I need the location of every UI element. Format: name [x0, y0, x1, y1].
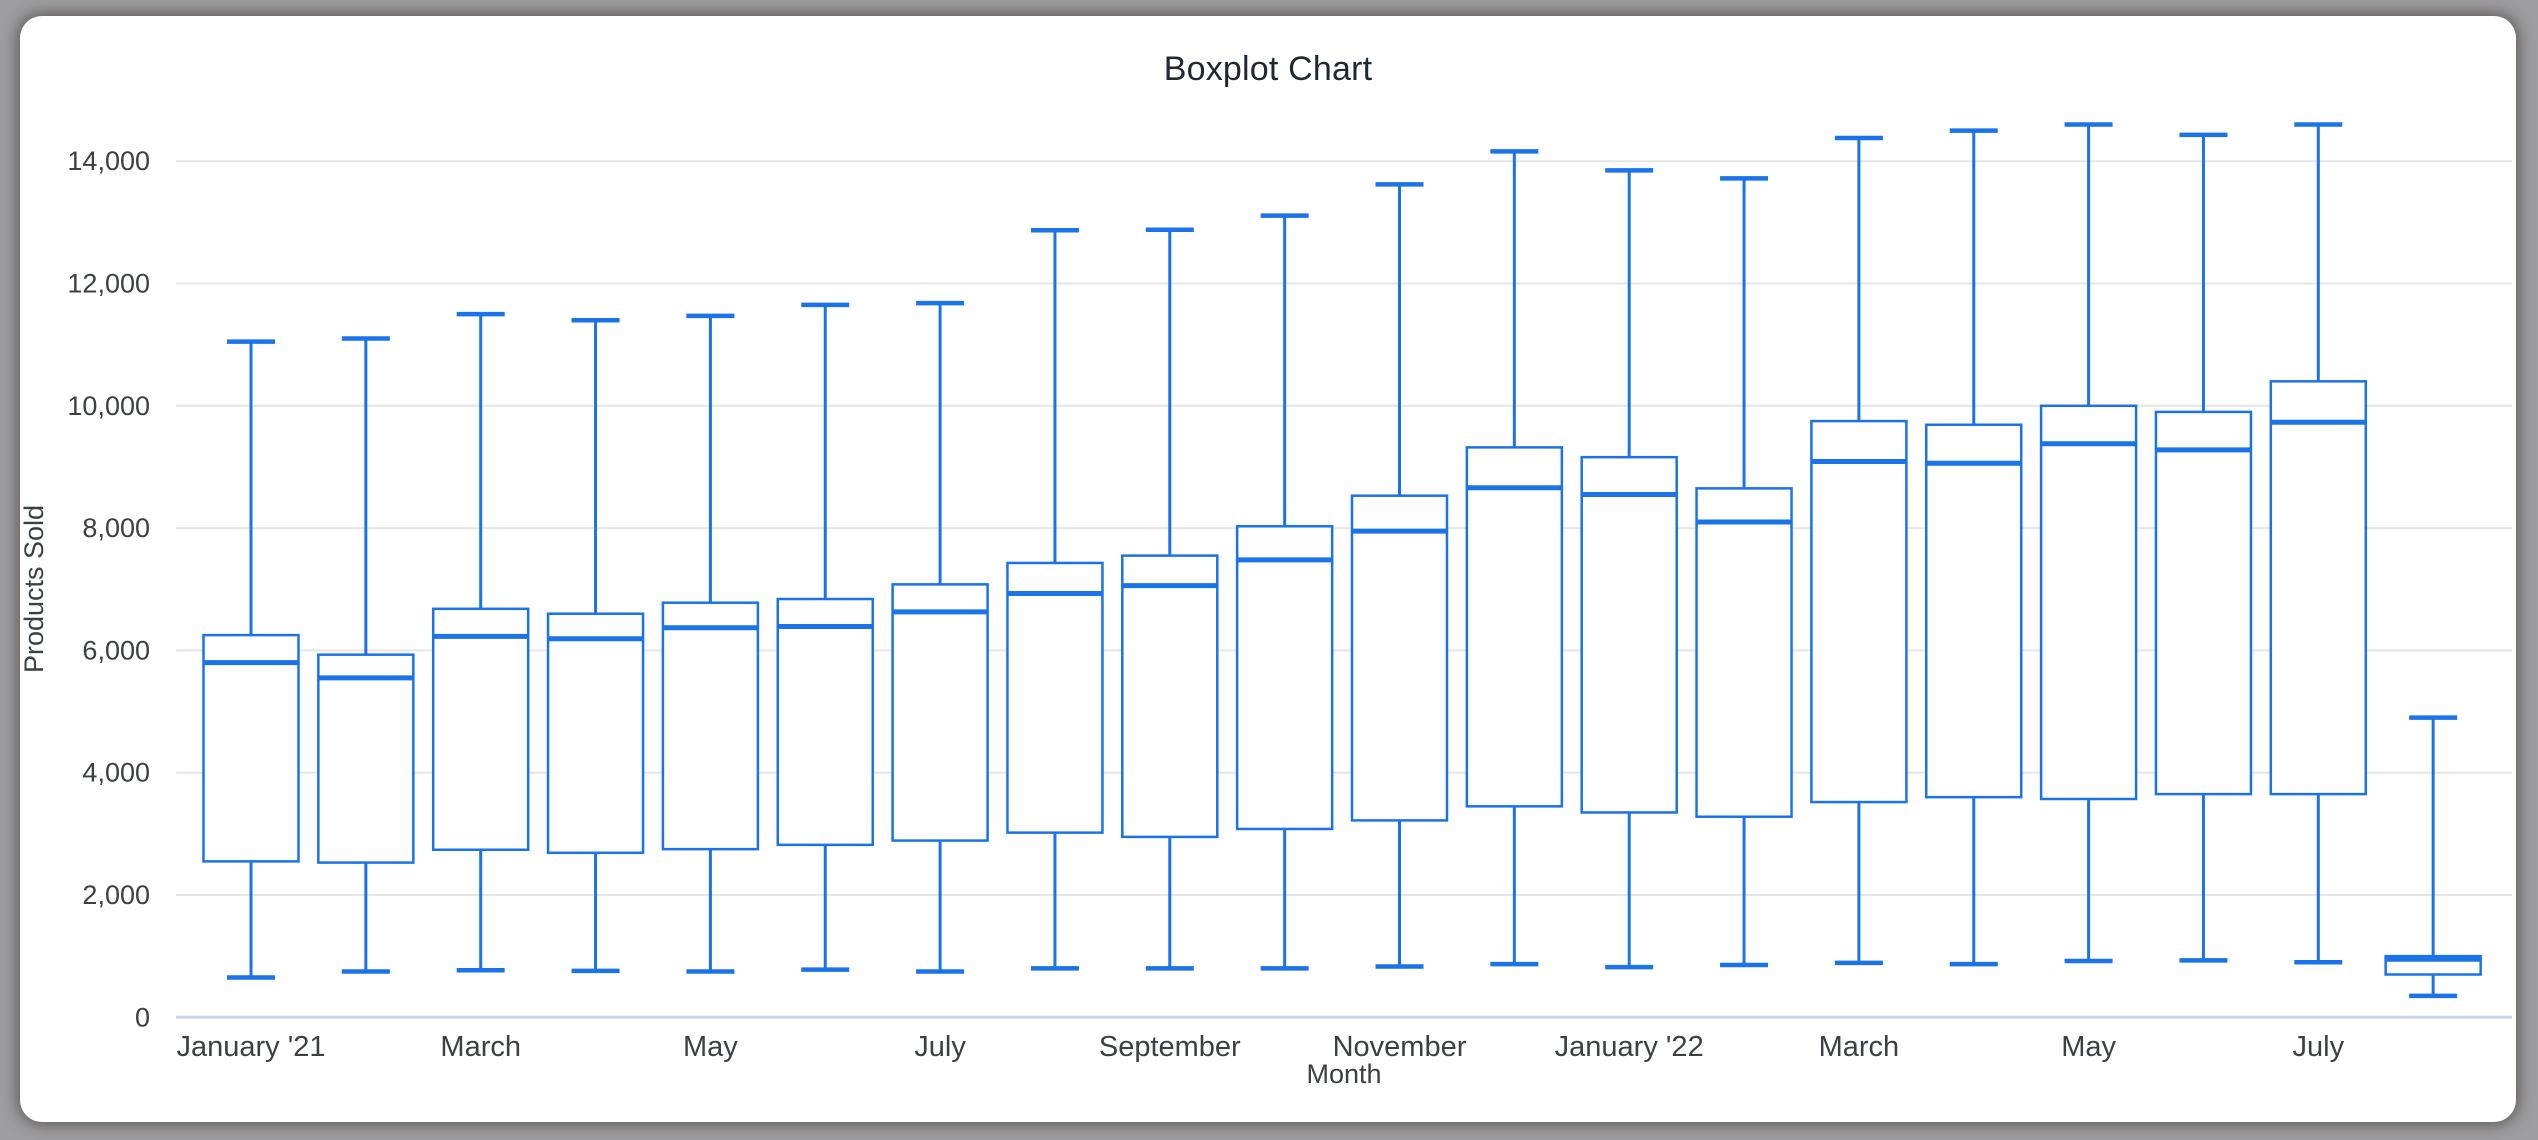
boxplot-may-22[interactable]	[2039, 122, 2138, 964]
y-tick-label: 8,000	[82, 513, 150, 543]
boxplot-june-22[interactable]	[2154, 132, 2253, 963]
chart-title: Boxplot Chart	[1163, 50, 1373, 88]
x-tick-label: September	[1099, 1031, 1241, 1063]
boxplot-march-22[interactable]	[1810, 135, 1908, 966]
y-tick-label: 14,000	[67, 146, 150, 176]
boxplot-november-21[interactable]	[1350, 182, 1449, 969]
x-tick-label: May	[2061, 1031, 2116, 1063]
iqr-box	[546, 612, 645, 855]
y-tick-label: 2,000	[82, 880, 150, 910]
x-tick-label: May	[683, 1031, 738, 1063]
x-tick-label: July	[2293, 1031, 2345, 1063]
y-tick-label: 4,000	[82, 758, 150, 788]
boxplot-july-22[interactable]	[2269, 122, 2368, 965]
x-tick-label: November	[1333, 1031, 1467, 1063]
iqr-box	[1350, 494, 1449, 822]
x-tick-label: January '21	[176, 1031, 325, 1063]
boxplot-october-21[interactable]	[1235, 213, 1334, 971]
iqr-box	[1235, 525, 1334, 831]
iqr-box	[1925, 423, 2023, 799]
iqr-box	[431, 607, 530, 851]
boxplot-june-21[interactable]	[776, 302, 874, 972]
y-tick-label: 10,000	[67, 391, 150, 421]
iqr-box	[1810, 419, 1908, 804]
iqr-box	[2039, 404, 2138, 801]
x-axis-title: Month	[1306, 1059, 1381, 1089]
chart-card: Boxplot Chart 0 2,000 4,000 6,000 8,000 10,00…	[20, 16, 2516, 1122]
iqr-box	[1006, 561, 1104, 834]
boxplot-april-22[interactable]	[1925, 128, 2023, 967]
iqr-box	[202, 633, 300, 863]
boxplot-february-22[interactable]	[1695, 176, 1793, 968]
x-tick-label: January '22	[1555, 1031, 1704, 1063]
boxplot-august-21[interactable]	[1006, 228, 1104, 971]
boxplot-january-21[interactable]	[202, 339, 300, 980]
boxplot-august-22[interactable]	[2384, 715, 2482, 999]
boxplot-may-21[interactable]	[661, 313, 760, 974]
y-tick-label: 12,000	[67, 269, 150, 299]
boxplot-july-21[interactable]	[891, 300, 989, 974]
iqr-box	[1580, 455, 1678, 814]
boxplot-chart: 0 2,000 4,000 6,000 8,000 10,000 12,000 14,000 J…	[20, 122, 2512, 1089]
iqr-box	[661, 601, 760, 851]
iqr-box	[2154, 410, 2253, 796]
iqr-box	[317, 653, 415, 864]
iqr-box	[776, 597, 874, 847]
boxplot-january-22[interactable]	[1580, 168, 1678, 970]
iqr-box	[891, 583, 989, 842]
boxplot-april-21[interactable]	[546, 317, 645, 974]
x-tick-label: July	[914, 1031, 966, 1063]
boxplot-march-21[interactable]	[431, 311, 530, 973]
boxplot-february-21[interactable]	[317, 336, 415, 974]
y-tick-label: 0	[135, 1002, 150, 1032]
iqr-box	[1695, 487, 1793, 818]
boxplot-september-21[interactable]	[1121, 227, 1219, 971]
x-tick-label: March	[440, 1031, 521, 1063]
iqr-box	[1121, 554, 1219, 839]
y-axis-title: Products Sold	[20, 505, 49, 673]
iqr-box	[1465, 446, 1564, 808]
x-tick-label: March	[1819, 1031, 1900, 1063]
iqr-box	[2269, 380, 2368, 796]
boxplot-december-21[interactable]	[1465, 149, 1564, 967]
y-tick-label: 6,000	[82, 635, 150, 665]
